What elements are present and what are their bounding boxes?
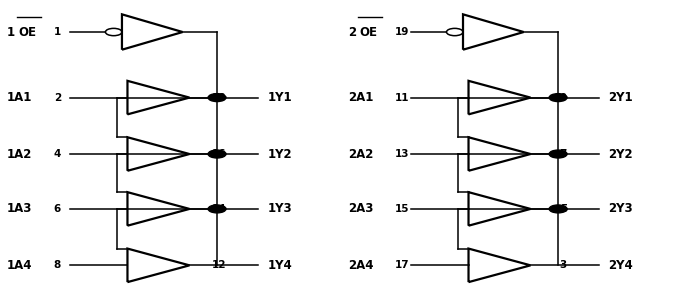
Text: 1: 1: [54, 27, 61, 37]
Text: 4: 4: [54, 149, 61, 159]
Text: 3: 3: [559, 260, 567, 270]
Text: 1A2: 1A2: [7, 148, 32, 160]
Text: OE: OE: [18, 26, 36, 38]
Circle shape: [208, 150, 226, 158]
Text: 1Y2: 1Y2: [267, 148, 292, 160]
Text: 1: 1: [7, 26, 15, 38]
Text: 16: 16: [212, 149, 226, 159]
Text: 15: 15: [395, 204, 409, 214]
Text: 2A2: 2A2: [348, 148, 373, 160]
Text: 5: 5: [559, 204, 567, 214]
Text: 14: 14: [212, 204, 226, 214]
Text: 13: 13: [395, 149, 409, 159]
Text: 2Y1: 2Y1: [608, 91, 633, 104]
Text: 1A3: 1A3: [7, 203, 32, 215]
Circle shape: [208, 205, 226, 213]
Text: 19: 19: [395, 27, 409, 37]
Text: 9: 9: [560, 93, 567, 102]
Text: 2A1: 2A1: [348, 91, 373, 104]
Text: 2Y2: 2Y2: [608, 148, 633, 160]
Text: 2Y3: 2Y3: [608, 203, 633, 215]
Circle shape: [549, 150, 567, 158]
Text: 8: 8: [54, 260, 61, 270]
Text: OE: OE: [359, 26, 377, 38]
Text: 17: 17: [395, 260, 409, 270]
Text: 18: 18: [212, 93, 226, 102]
Text: 2A3: 2A3: [348, 203, 373, 215]
Circle shape: [208, 94, 226, 102]
Text: 1A1: 1A1: [7, 91, 32, 104]
Text: 7: 7: [559, 149, 567, 159]
Text: 2: 2: [54, 93, 61, 102]
Text: 1Y1: 1Y1: [267, 91, 292, 104]
Text: 1Y3: 1Y3: [267, 203, 292, 215]
Circle shape: [549, 205, 567, 213]
Text: 2Y4: 2Y4: [608, 259, 633, 272]
Text: 2A4: 2A4: [348, 259, 373, 272]
Text: 12: 12: [212, 260, 226, 270]
Text: 2: 2: [348, 26, 356, 38]
Circle shape: [549, 94, 567, 102]
Text: 1Y4: 1Y4: [267, 259, 292, 272]
Text: 1A4: 1A4: [7, 259, 32, 272]
Text: 6: 6: [54, 204, 61, 214]
Text: 11: 11: [395, 93, 409, 102]
